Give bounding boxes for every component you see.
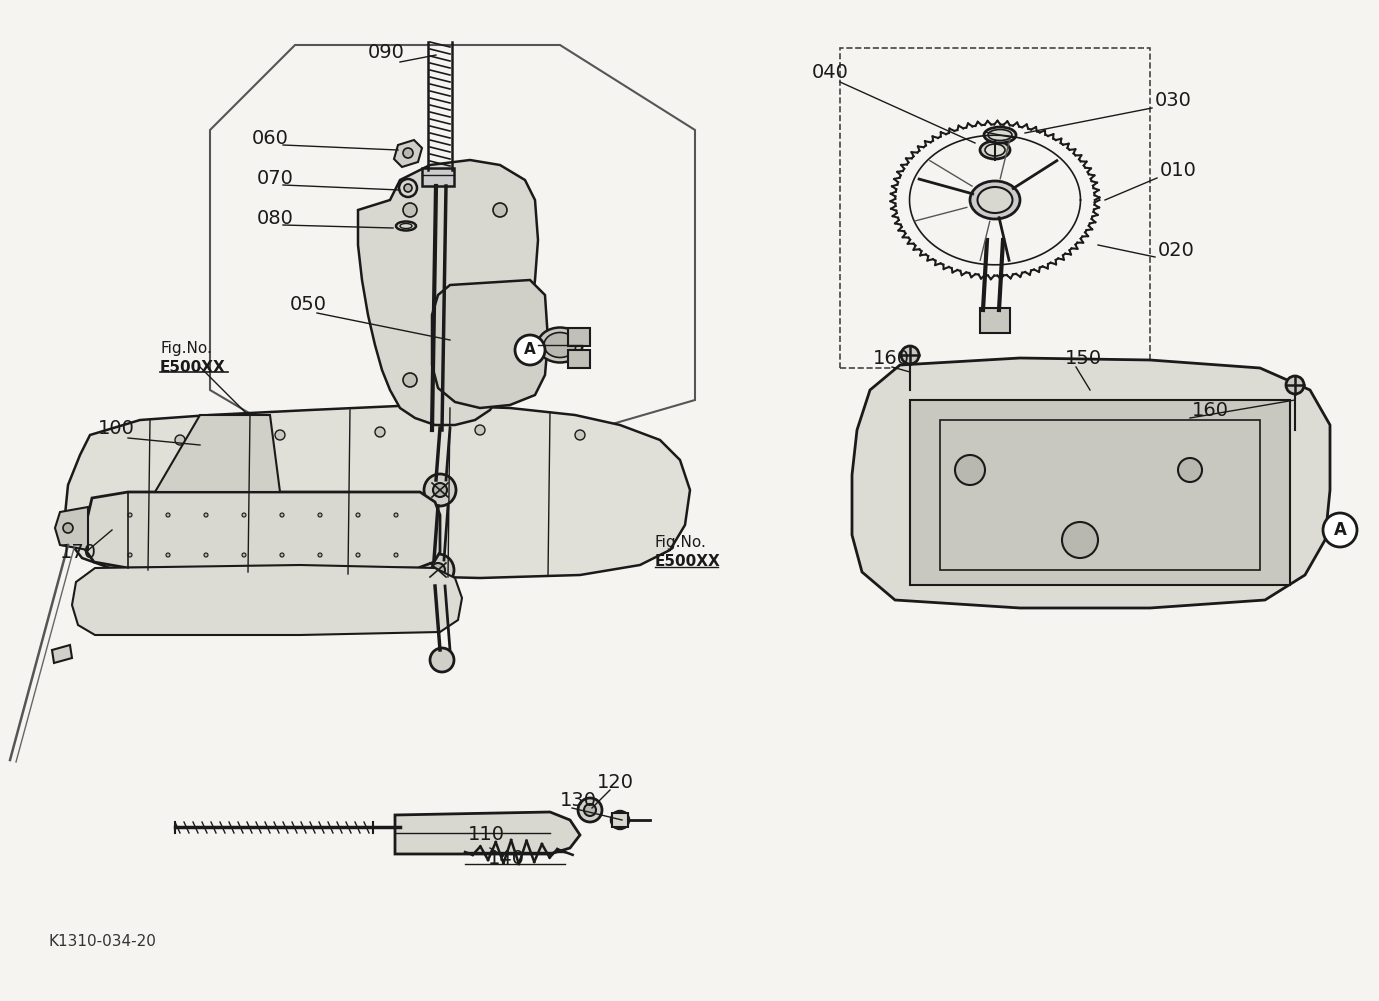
Text: 020: 020 (1158, 240, 1194, 259)
Circle shape (514, 335, 545, 365)
Polygon shape (65, 405, 690, 578)
Text: 100: 100 (98, 418, 135, 437)
Polygon shape (359, 160, 538, 425)
Circle shape (578, 798, 603, 822)
Polygon shape (83, 492, 440, 568)
Circle shape (956, 455, 985, 485)
Bar (910, 400, 1289, 585)
Ellipse shape (396, 221, 416, 230)
Bar (568, 350, 590, 368)
Circle shape (128, 553, 132, 557)
Circle shape (422, 554, 454, 586)
Text: A: A (1333, 521, 1346, 539)
Circle shape (204, 513, 208, 517)
Ellipse shape (980, 141, 1009, 159)
Text: 070: 070 (256, 168, 294, 187)
Circle shape (430, 648, 454, 672)
Circle shape (356, 513, 360, 517)
Text: 060: 060 (252, 128, 288, 147)
Circle shape (394, 553, 399, 557)
Text: 130: 130 (560, 791, 597, 810)
Circle shape (1062, 522, 1098, 558)
Circle shape (1178, 458, 1202, 482)
Text: 110: 110 (467, 826, 505, 845)
Polygon shape (852, 358, 1329, 608)
Text: 030: 030 (1156, 90, 1191, 109)
Circle shape (423, 474, 456, 506)
Circle shape (432, 563, 445, 577)
Circle shape (204, 553, 208, 557)
Circle shape (403, 373, 416, 387)
Ellipse shape (985, 127, 1016, 143)
Text: 080: 080 (256, 208, 294, 227)
Circle shape (128, 513, 132, 517)
Text: 120: 120 (597, 773, 634, 792)
Circle shape (241, 513, 245, 517)
Circle shape (575, 430, 585, 440)
Text: Fig.No.: Fig.No. (160, 340, 212, 355)
Bar (940, 420, 1260, 570)
Ellipse shape (969, 181, 1020, 219)
Circle shape (280, 513, 284, 517)
Text: 140: 140 (488, 849, 525, 868)
Text: 170: 170 (61, 543, 97, 562)
Text: K1310-034-20: K1310-034-20 (48, 935, 156, 950)
Circle shape (403, 148, 412, 158)
Circle shape (175, 435, 185, 445)
Ellipse shape (978, 187, 1012, 213)
Circle shape (241, 553, 245, 557)
Text: Fig.No.: Fig.No. (655, 536, 707, 551)
Text: E500XX: E500XX (160, 359, 226, 374)
Polygon shape (154, 415, 280, 492)
Circle shape (611, 811, 629, 829)
Circle shape (474, 425, 485, 435)
Polygon shape (394, 140, 422, 167)
Circle shape (1322, 513, 1357, 547)
Bar (840, 48, 1150, 368)
Polygon shape (72, 565, 462, 635)
Circle shape (900, 346, 918, 364)
Circle shape (1287, 376, 1305, 394)
Ellipse shape (538, 327, 582, 362)
Polygon shape (394, 812, 581, 854)
Text: 090: 090 (368, 42, 405, 61)
Polygon shape (55, 507, 88, 550)
Text: 160: 160 (1191, 400, 1229, 419)
Circle shape (433, 483, 447, 497)
Circle shape (165, 553, 170, 557)
Bar (422, 168, 454, 186)
Circle shape (375, 427, 385, 437)
Circle shape (494, 203, 507, 217)
Text: 050: 050 (290, 295, 327, 314)
Circle shape (356, 553, 360, 557)
Bar (980, 308, 1009, 333)
Circle shape (280, 553, 284, 557)
Ellipse shape (543, 332, 576, 357)
Circle shape (399, 179, 416, 197)
Circle shape (319, 513, 323, 517)
Text: E500XX: E500XX (655, 555, 721, 570)
Circle shape (394, 513, 399, 517)
Circle shape (404, 184, 412, 192)
Text: 150: 150 (1065, 348, 1102, 367)
Ellipse shape (985, 144, 1005, 156)
Text: A: A (524, 342, 536, 357)
Text: 010: 010 (1160, 160, 1197, 179)
Polygon shape (52, 645, 72, 663)
Text: 040: 040 (812, 63, 849, 82)
Text: 160: 160 (873, 348, 910, 367)
Circle shape (494, 373, 507, 387)
Circle shape (583, 804, 596, 816)
Circle shape (403, 203, 416, 217)
Circle shape (274, 430, 285, 440)
Polygon shape (432, 280, 547, 408)
Bar (568, 328, 590, 346)
Bar (612, 813, 627, 827)
Circle shape (165, 513, 170, 517)
Circle shape (319, 553, 323, 557)
Circle shape (63, 523, 73, 533)
